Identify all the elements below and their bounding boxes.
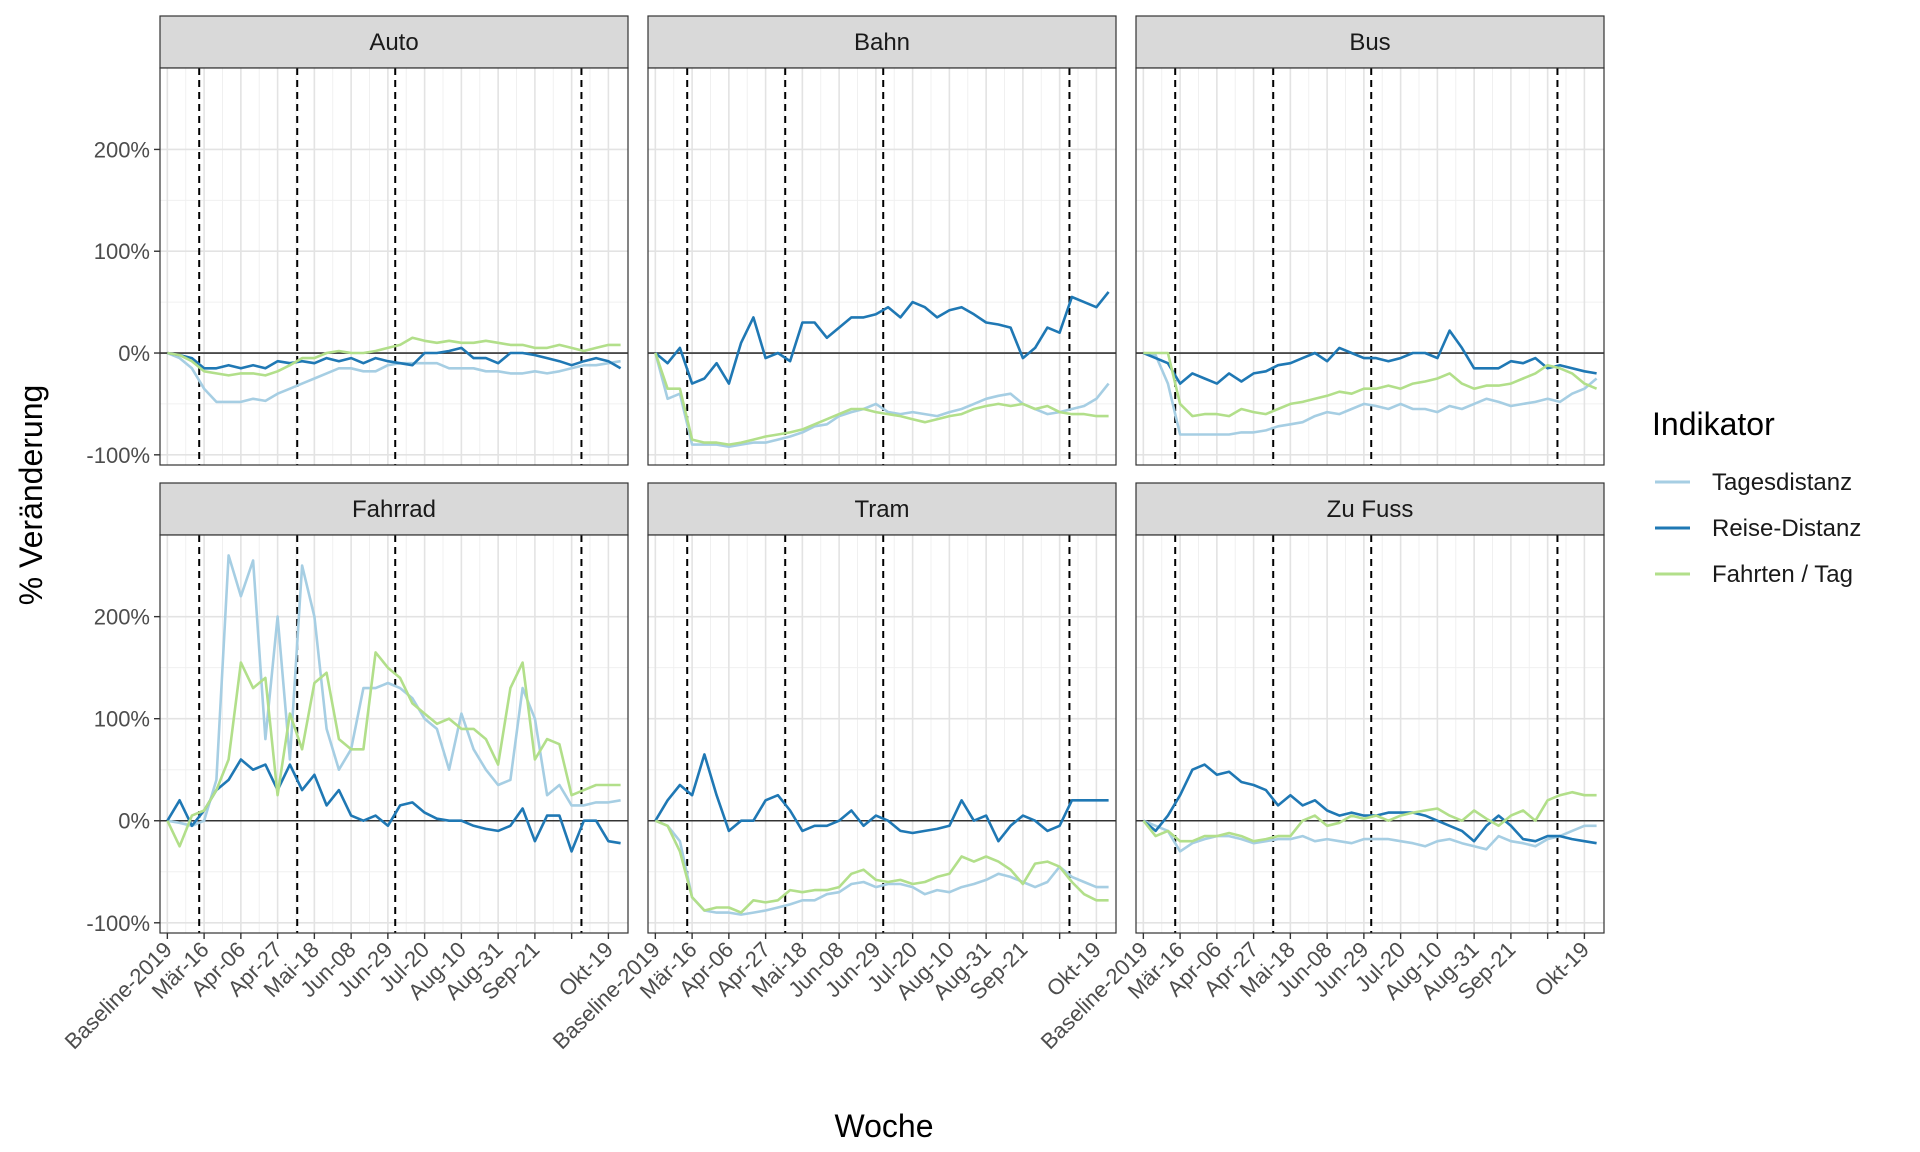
legend-label: Tagesdistanz [1712, 469, 1852, 496]
panel-background [1136, 68, 1604, 465]
panel-background [648, 68, 1116, 465]
y-tick-label: 100% [94, 707, 150, 732]
series-line-tagesdistanz [167, 554, 621, 828]
legend-label: Reise-Distanz [1712, 515, 1861, 542]
strip-label: Auto [369, 29, 418, 56]
panel-border [159, 534, 629, 934]
y-tick-label: 0% [118, 809, 150, 834]
y-tick-label: 100% [94, 239, 150, 264]
panel-border [647, 67, 1117, 466]
y-tick-label: -100% [86, 911, 150, 936]
strip-label: Fahrrad [352, 496, 436, 523]
series-line-reise-distanz [654, 291, 1110, 385]
panel-background [160, 68, 628, 465]
legend: Indikator Tagesdistanz Reise-Distanz Fahrt… [1652, 406, 1861, 588]
series-line-reise-distanz [654, 753, 1109, 843]
series-line-tagesdistanz [1143, 351, 1598, 436]
series-line-fahrten-tag [167, 336, 621, 377]
series-line-fahrten-tag [1142, 790, 1597, 843]
strip-background [159, 15, 629, 69]
series-line-reise-distanz [166, 758, 621, 853]
strip-background [1135, 482, 1605, 536]
y-tick-label: 200% [94, 137, 150, 162]
series-line-reise-distanz [167, 346, 622, 370]
panel-border [647, 534, 1117, 934]
series-line-fahrten-tag [1143, 351, 1598, 418]
panel-bahn: Bahn [647, 15, 1117, 466]
panel-border [1135, 534, 1605, 934]
strip-background [647, 482, 1117, 536]
panel-zu-fuss: Zu FussBaseline-2019Mär-16Apr-06Apr-27Ma… [1036, 482, 1605, 1054]
y-tick-label: 0% [118, 341, 150, 366]
panel-tram: TramBaseline-2019Mär-16Apr-06Apr-27Mai-1… [548, 482, 1117, 1054]
panels: Auto -100% 0% 100% 200% Bahn Bus Fahrrad -100% 0%… [60, 15, 1605, 1054]
strip-label: Bahn [854, 29, 910, 56]
panel-background [648, 535, 1116, 933]
panel-auto: Auto -100% 0% 100% 200% [86, 15, 629, 468]
y-tick-label: 200% [94, 605, 150, 630]
series-line-reise-distanz [1142, 763, 1597, 845]
series-line-fahrten-tag [654, 352, 1109, 446]
panel-fahrrad: Fahrrad-100%0%100%200%Baseline-2019Mär-1… [60, 482, 629, 1054]
panel-background [1136, 535, 1604, 933]
panel-bus: Bus [1135, 15, 1605, 466]
x-axis-title: Woche [834, 1108, 933, 1144]
series-line-tagesdistanz [166, 351, 621, 404]
series-line-tagesdistanz [654, 819, 1109, 916]
legend-title: Indikator [1652, 406, 1775, 442]
series-line-fahrten-tag [166, 651, 621, 848]
panel-background [160, 535, 628, 933]
strip-background [159, 482, 629, 536]
strip-label: Bus [1349, 29, 1390, 56]
series-line-fahrten-tag [654, 819, 1109, 914]
legend-label: Fahrten / Tag [1712, 561, 1853, 588]
strip-background [647, 15, 1117, 69]
strip-label: Zu Fuss [1327, 496, 1414, 523]
y-tick-label: -100% [86, 443, 150, 468]
series-line-reise-distanz [1142, 329, 1597, 385]
panel-border [159, 67, 629, 466]
x-tick-label: Okt-19 [1530, 937, 1594, 1001]
legend-items: Tagesdistanz Reise-Distanz Fahrten / Tag [1655, 469, 1861, 588]
strip-background [1135, 15, 1605, 69]
y-axis-title: % Veränderung [13, 385, 49, 606]
strip-label: Tram [854, 496, 909, 523]
panel-border [1135, 67, 1605, 466]
